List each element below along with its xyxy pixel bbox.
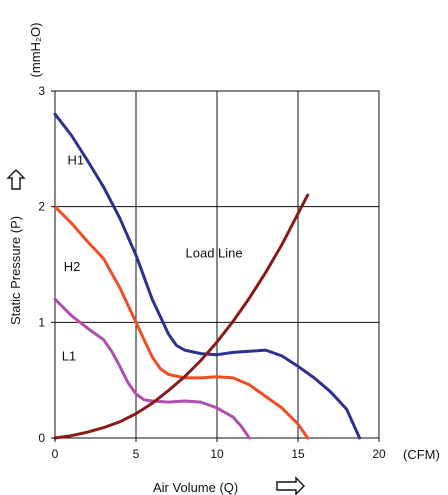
x-tick-label: 0 [52, 447, 59, 461]
y-unit-label: (mmH₂O) [28, 23, 43, 78]
series-label-load-line: Load Line [186, 245, 243, 260]
axes: (mmH₂O) (CFM) Air Volume (Q) Static Pres… [6, 23, 440, 495]
series-label-h1: H1 [68, 153, 85, 168]
x-tick-label: 10 [210, 447, 224, 461]
x-tick-label: 15 [291, 447, 305, 461]
series-line-h1 [53, 112, 362, 440]
series-line-load-line [53, 193, 310, 440]
x-axis-arrow-icon [276, 476, 305, 495]
x-tick-label: 5 [133, 447, 140, 461]
x-tick-label: 20 [372, 447, 386, 461]
series-line-l1 [53, 297, 251, 440]
y-tick-label: 1 [38, 315, 45, 329]
series-label-h2: H2 [64, 259, 81, 274]
series-line-h2 [53, 205, 310, 440]
series-label-l1: L1 [62, 348, 76, 363]
series-labels: H1 H2 L1 Load Line [62, 153, 243, 364]
y-tick-label: 2 [38, 200, 45, 214]
x-unit-label: (CFM) [403, 447, 440, 462]
y-axis-arrow-icon [6, 169, 26, 190]
y-axis-title: Static Pressure (P) [8, 216, 23, 325]
y-tick-label: 0 [38, 431, 45, 445]
tick-labels: 0 5 10 15 20 0 1 2 3 [38, 84, 386, 461]
series-lines [53, 112, 362, 440]
grid [54, 90, 380, 439]
y-tick-label: 3 [38, 84, 45, 98]
x-axis-title: Air Volume (Q) [153, 480, 238, 495]
